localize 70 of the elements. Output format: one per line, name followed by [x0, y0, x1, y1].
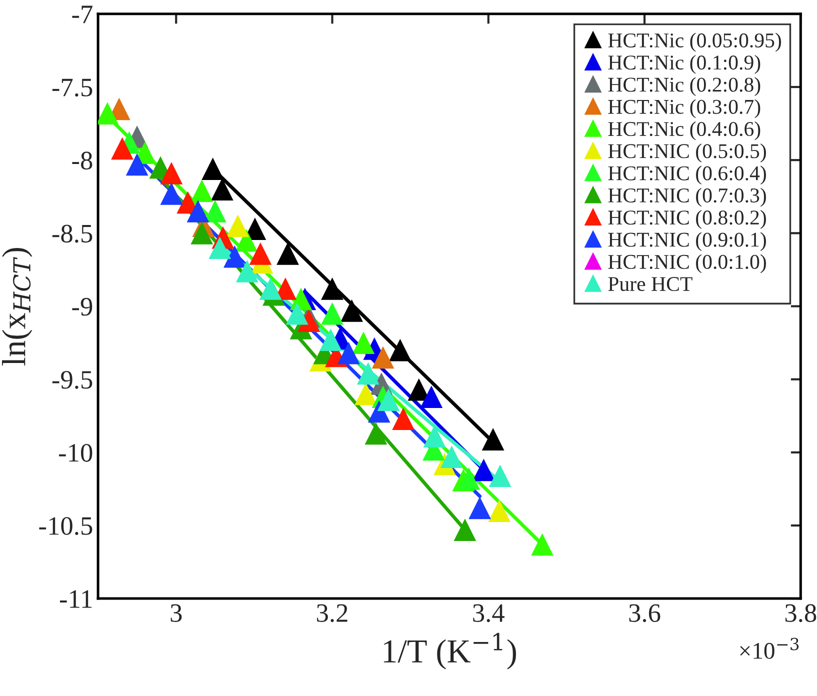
- point: [160, 182, 183, 205]
- legend-label: Pure HCT: [608, 277, 692, 292]
- point: [276, 242, 299, 265]
- y-tick-label: -10.5: [39, 517, 92, 536]
- x-tick-label: 3: [170, 604, 182, 622]
- legend-label: HCT:Nic (0.4:0.6): [608, 121, 760, 140]
- x-tick-label: 3.2: [317, 604, 348, 622]
- point: [210, 178, 234, 201]
- legend-label: HCT:NIC (0.8:0.2): [608, 210, 766, 229]
- point: [377, 388, 400, 411]
- point: [226, 214, 249, 238]
- point: [458, 468, 480, 490]
- y-tick-label: -8.5: [52, 224, 92, 243]
- point: [236, 260, 258, 282]
- point: [440, 446, 463, 468]
- point: [356, 362, 380, 385]
- point: [468, 496, 491, 520]
- point: [352, 332, 375, 354]
- point: [321, 302, 344, 325]
- point: [190, 222, 214, 244]
- point: [372, 346, 394, 369]
- legend-label: HCT:NIC (0.7:0.3): [608, 188, 766, 207]
- y-tick-label: -8: [72, 152, 92, 170]
- point: [223, 245, 246, 268]
- point: [160, 162, 183, 184]
- point: [454, 518, 476, 542]
- point: [249, 242, 272, 265]
- point: [388, 338, 412, 362]
- point: [364, 422, 388, 445]
- point: [190, 180, 214, 202]
- legend-label: HCT:Nic (0.3:0.7): [608, 99, 760, 118]
- x-tick-label: 3.4: [473, 604, 504, 622]
- point: [482, 428, 504, 450]
- x-tick-label: 3.8: [785, 604, 816, 622]
- legend-label: HCT:NIC (0.6:0.4): [608, 166, 766, 185]
- y-tick-label: -7: [72, 6, 92, 24]
- x-tick-label: 3.6: [629, 604, 660, 622]
- point: [202, 158, 224, 180]
- point: [337, 342, 360, 364]
- legend-label: HCT:NIC (0.9:0.1): [608, 232, 766, 251]
- point: [472, 458, 495, 482]
- y-tick-label: -9: [72, 298, 92, 316]
- point: [354, 382, 378, 406]
- y-tick-label: -11: [60, 590, 92, 608]
- point: [420, 386, 443, 408]
- legend-label: HCT:Nic (0.2:0.8): [608, 77, 760, 96]
- text: ×10$^{−3}$: [740, 638, 799, 659]
- point: [488, 464, 512, 487]
- y-axis-title: ln(x$_{HCT}$): [2, 248, 32, 366]
- legend-label: HCT:NIC (0.0:1.0): [608, 254, 766, 274]
- point: [488, 500, 511, 522]
- point: [259, 278, 282, 300]
- legend-label: HCT:Nic (0.05:0.95): [608, 32, 781, 52]
- point: [340, 299, 363, 322]
- x-axis-title: 1/T (K$^{−1}$): [384, 632, 516, 670]
- point: [319, 328, 342, 352]
- point: [531, 533, 554, 556]
- point: [186, 200, 210, 222]
- point: [204, 200, 226, 222]
- y-tick-label: -9.5: [52, 371, 92, 389]
- point: [208, 236, 232, 259]
- point: [392, 408, 414, 430]
- point: [111, 137, 134, 160]
- point: [286, 302, 308, 325]
- legend-label: HCT:NIC (0.5:0.5): [608, 144, 766, 162]
- y-tick-label: -10: [58, 444, 92, 462]
- point: [126, 153, 148, 176]
- y-tick-label: -7.5: [52, 78, 92, 97]
- point: [321, 278, 344, 300]
- legend-label: HCT:Nic (0.1:0.9): [608, 54, 760, 74]
